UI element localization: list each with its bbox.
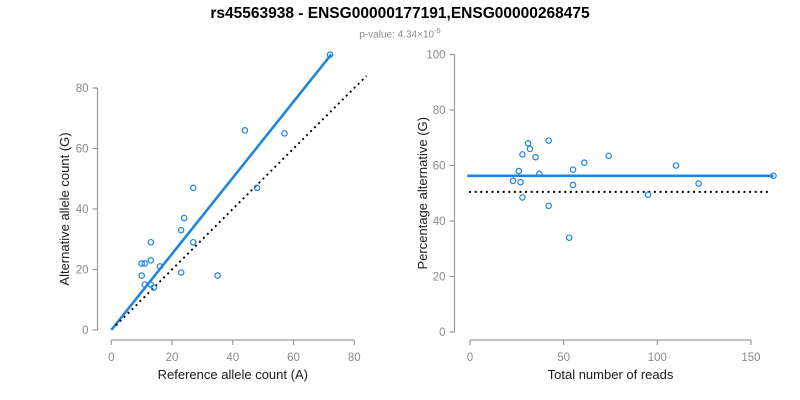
data-point [580,159,588,167]
left-scatter-plot: 0 20 40 60 80 0 20 40 60 80 Reference allele count… [57,51,368,382]
svg-text:80: 80 [76,83,89,95]
x-axis-title: Total number of reads [548,367,674,382]
data-point [545,137,552,144]
data-point [190,184,197,192]
data-point [150,284,158,291]
data-point [532,153,539,161]
data-point [253,184,261,192]
svg-text:20: 20 [166,352,179,364]
data-point [141,260,149,267]
svg-text:0: 0 [108,352,114,364]
data-point [177,269,185,276]
svg-text:40: 40 [226,352,239,364]
svg-text:0: 0 [82,325,88,337]
y-axis-title: Percentage alternative (G) [415,117,430,269]
x-axis-title: Reference allele count (A) [158,367,308,382]
plot-title: rs45563938 - ENSG00000177191,ENSG0000026… [210,5,590,22]
data-point [519,194,526,201]
plot-subtitle: p-value: 4.34×10-5 [0,26,800,40]
data-point [644,191,652,198]
svg-text:150: 150 [741,352,760,364]
data-point [565,234,573,241]
data-point [147,257,155,264]
p-value-exponent: -5 [434,26,441,35]
data-point [526,145,534,153]
svg-text:40: 40 [433,216,446,228]
data-point [515,167,523,175]
svg-text:20: 20 [433,272,446,284]
svg-text:0: 0 [439,327,445,339]
svg-text:100: 100 [648,352,667,364]
data-point [519,151,526,158]
identity-line [115,75,368,327]
svg-text:0: 0 [467,352,473,364]
data-point [156,263,164,270]
data-point [147,238,155,246]
data-point [138,272,145,279]
p-value-text: p-value: 4.34×10 [359,29,435,41]
data-point [695,180,702,187]
data-point [509,177,517,185]
svg-text:60: 60 [76,144,89,156]
data-point [241,127,249,134]
svg-text:100: 100 [426,50,445,62]
svg-text:40: 40 [76,204,89,216]
data-point [536,170,543,178]
data-point [770,172,777,180]
data-point [569,166,577,173]
regression-line [110,53,333,331]
svg-text:80: 80 [348,352,361,364]
svg-text:60: 60 [433,161,446,173]
svg-text:20: 20 [76,265,89,277]
right-scatter-plot: 0 20 40 60 80 100 0 50 100 150 Total number of rea… [415,50,777,382]
svg-text:80: 80 [433,105,446,117]
data-point [141,281,149,288]
data-point [517,178,524,186]
data-point [138,260,145,267]
data-point [672,162,680,169]
y-axis-title: Alternative allele count (G) [57,132,72,285]
data-point [177,226,185,234]
data-point [180,214,188,222]
data-point [281,130,288,137]
data-point [214,272,221,279]
data-point [569,181,577,189]
data-point [190,238,197,246]
svg-text:60: 60 [287,352,300,364]
data-point [326,51,334,59]
data-point [545,202,552,210]
data-point [524,140,532,147]
svg-text:50: 50 [557,352,570,364]
data-point [605,152,612,160]
